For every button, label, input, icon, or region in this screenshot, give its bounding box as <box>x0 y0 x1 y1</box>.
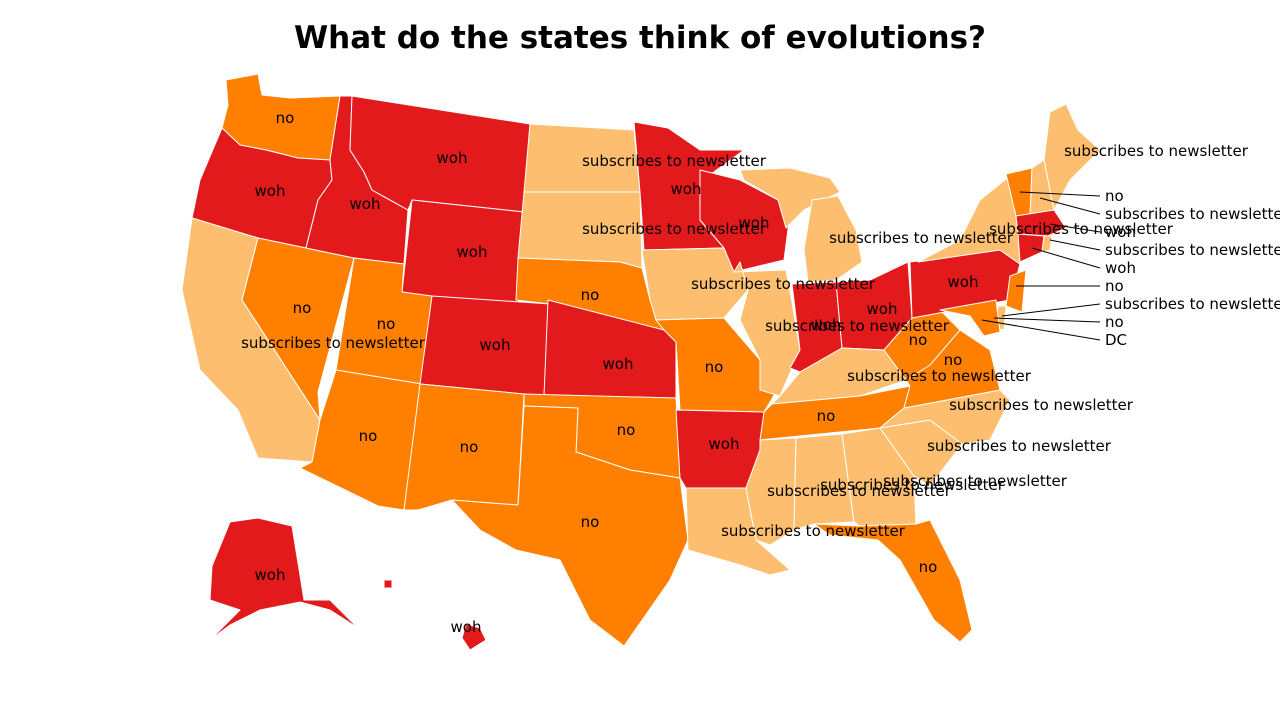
state-shapes <box>181 73 1101 651</box>
label-ne: no <box>581 286 600 304</box>
state-il[interactable] <box>733 261 801 397</box>
callout-lines <box>981 191 1101 341</box>
label-tx: no <box>581 513 600 531</box>
label-ut: no <box>377 315 396 333</box>
state-wi[interactable] <box>699 169 791 273</box>
callout-line-nh <box>1039 197 1101 215</box>
state-ma[interactable] <box>1015 209 1067 237</box>
callout-line-ri <box>1049 239 1101 251</box>
label-tn: no <box>817 407 836 425</box>
state-ks[interactable] <box>543 299 677 399</box>
label-wi: woh <box>739 214 770 232</box>
label-ky: subscribes to newsletter <box>847 367 1032 385</box>
state-me[interactable] <box>1043 103 1101 211</box>
label-ma: woh <box>1105 223 1136 241</box>
label-ga: subscribes to newsletter <box>883 472 1068 490</box>
callout-line-ct <box>1031 247 1101 269</box>
map-title: What do the states think of evolutions? <box>293 20 987 56</box>
state-ri[interactable] <box>1041 235 1053 253</box>
state-nj[interactable] <box>1005 269 1027 313</box>
callout-line-md <box>993 317 1101 323</box>
label-id: woh <box>350 195 381 213</box>
state-md[interactable] <box>939 299 1001 337</box>
label-nj: no <box>1105 277 1124 295</box>
callout-line-dc <box>981 319 1101 341</box>
label-ca: subscribes to newsletter <box>241 334 426 352</box>
label-me: subscribes to newsletter <box>1064 142 1249 160</box>
label-ks: woh <box>603 355 634 373</box>
label-mt: woh <box>437 149 468 167</box>
state-fl[interactable] <box>813 519 973 643</box>
label-sc: subscribes to newsletter <box>927 437 1112 455</box>
label-sd: subscribes to newsletter <box>582 220 767 238</box>
label-wv: no <box>909 331 928 349</box>
label-ak: woh <box>255 566 286 584</box>
label-ny: subscribes to newsletter <box>989 220 1174 238</box>
label-or: woh <box>255 182 286 200</box>
label-ia: subscribes to newsletter <box>691 275 876 293</box>
label-ok: no <box>617 421 636 439</box>
label-hi: woh <box>451 618 482 636</box>
state-ak[interactable] <box>209 517 359 641</box>
callout-line-de <box>1001 303 1101 317</box>
label-wy: woh <box>457 243 488 261</box>
state-hi[interactable] <box>461 623 487 651</box>
state-mi[interactable] <box>739 167 841 229</box>
label-mi: subscribes to newsletter <box>829 229 1014 247</box>
callout-line-vt <box>1019 191 1101 197</box>
label-va: no <box>944 351 963 369</box>
label-la: subscribes to newsletter <box>721 522 906 540</box>
label-dc: DC <box>1105 331 1127 349</box>
label-md: no <box>1105 313 1124 331</box>
label-nm: no <box>460 438 479 456</box>
label-ar: woh <box>709 435 740 453</box>
label-vt: no <box>1105 187 1124 205</box>
state-al[interactable] <box>793 433 855 531</box>
state-hi-islands[interactable] <box>383 579 393 589</box>
label-mn: woh <box>671 180 702 198</box>
label-mo: no <box>705 358 724 376</box>
label-nc: subscribes to newsletter <box>949 396 1134 414</box>
label-pa: woh <box>948 273 979 291</box>
state-mi2[interactable] <box>803 195 863 283</box>
state-ct[interactable] <box>1017 233 1045 263</box>
label-ri: subscribes to newsletter <box>1105 241 1280 259</box>
label-nd: subscribes to newsletter <box>582 152 767 170</box>
label-fl: no <box>919 558 938 576</box>
label-oh: woh <box>867 300 898 318</box>
label-in: woh <box>811 316 842 334</box>
label-nh: subscribes to newsletter <box>1105 205 1280 223</box>
state-labels: no woh subscribes to newsletter no woh w… <box>241 109 1280 636</box>
callout-line-ma <box>1049 223 1101 233</box>
label-az: no <box>359 427 378 445</box>
label-ct: woh <box>1105 259 1136 277</box>
state-tx[interactable] <box>451 405 689 647</box>
label-nv: no <box>293 299 312 317</box>
label-ms: subscribes to newsletter <box>767 482 952 500</box>
label-il: subscribes to newsletter <box>765 317 950 335</box>
label-wa: no <box>276 109 295 127</box>
label-de: subscribes to newsletter <box>1105 295 1280 313</box>
label-al: subscribes to newsletter <box>820 476 1005 494</box>
label-co: woh <box>480 336 511 354</box>
